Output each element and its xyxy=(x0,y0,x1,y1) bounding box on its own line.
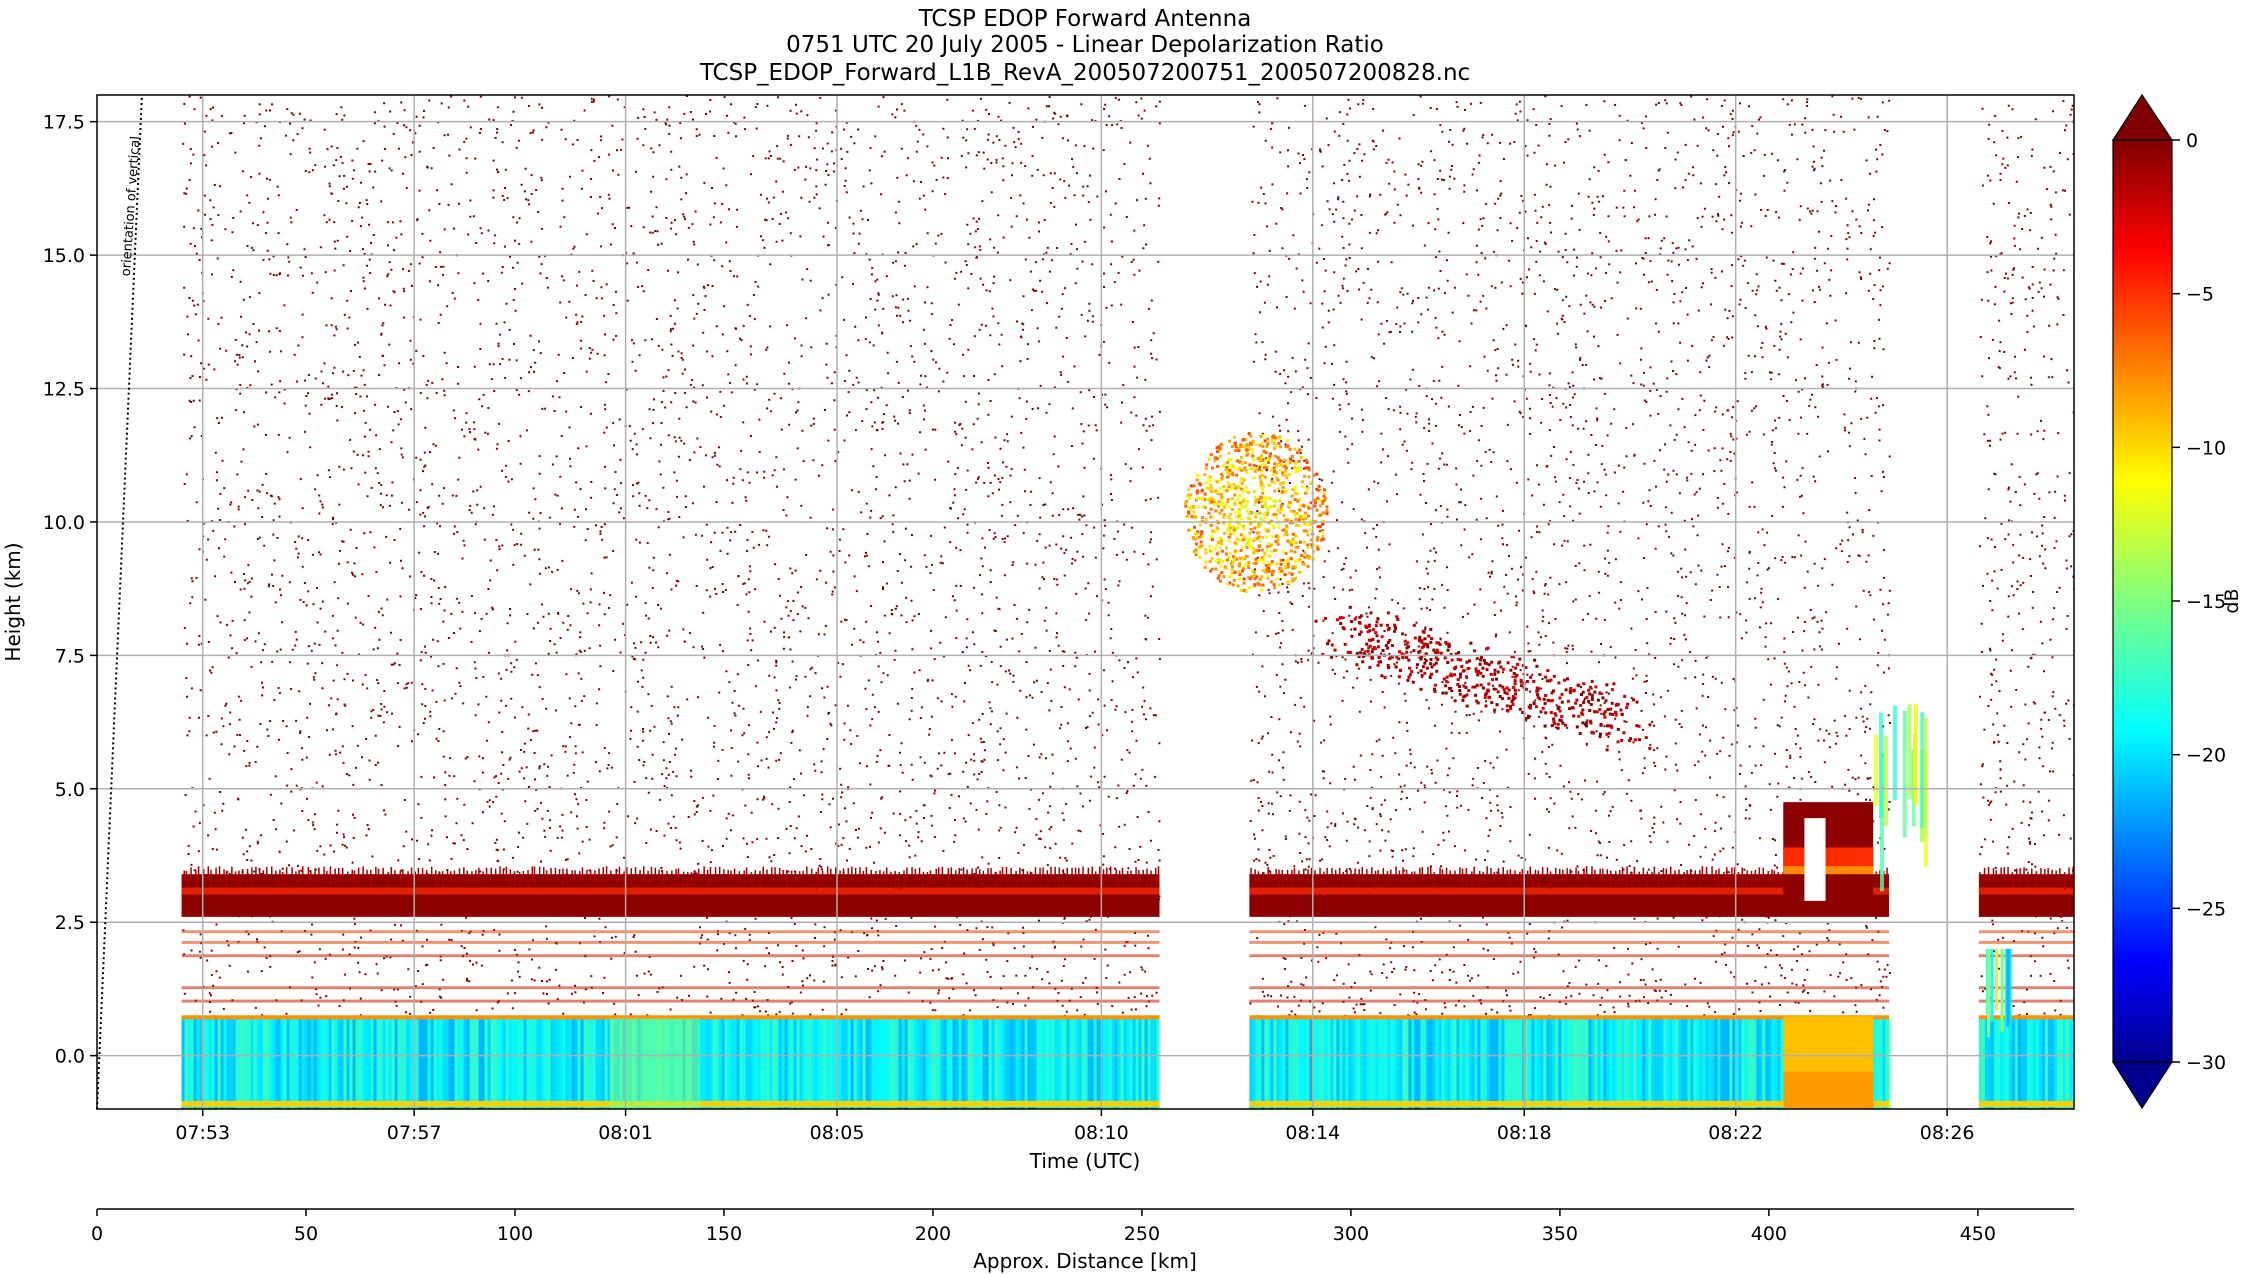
distance-tick-label: 400 xyxy=(1751,1223,1787,1245)
distance-tick-label: 200 xyxy=(915,1223,951,1245)
grid-lines xyxy=(97,95,2074,1109)
upper-cloud-patch xyxy=(1183,432,1652,752)
chart-title-line-1: TCSP EDOP Forward Antenna xyxy=(918,6,1252,32)
colorbar-extend-top xyxy=(2111,93,2174,141)
y-tick-label: 15.0 xyxy=(43,245,85,267)
y-axis-label: Height (km) xyxy=(1,542,25,661)
time-tick-label: 07:53 xyxy=(175,1122,230,1144)
time-tick-label: 08:14 xyxy=(1285,1122,1340,1144)
y-tick-label: 0.0 xyxy=(55,1046,85,1068)
y-tick-label: 17.5 xyxy=(43,112,85,134)
orientation-of-vertical-line xyxy=(96,94,143,1110)
colorbar-extend-bottom xyxy=(2111,1061,2174,1110)
time-tick-label: 07:57 xyxy=(387,1122,442,1144)
colorbar-tick-label: −30 xyxy=(2186,1052,2226,1074)
bright-band-segment xyxy=(1978,874,2074,917)
distance-tick-label: 150 xyxy=(706,1223,742,1245)
chart-title-line-2: 0751 UTC 20 July 2005 - Linear Depolariz… xyxy=(786,32,1384,58)
bright-band-segment xyxy=(181,874,1160,917)
colorbar-tick-label: −5 xyxy=(2186,284,2214,306)
distance-tick-label: 350 xyxy=(1542,1223,1578,1245)
bright-band-core xyxy=(181,887,1160,895)
y-tick-label: 5.0 xyxy=(55,779,85,801)
y-axis: 0.0 2.5 5.0 7.5 10.0 12.5 15.0 17.5 xyxy=(43,112,97,1068)
y-tick-label: 10.0 xyxy=(43,512,85,534)
distance-tick-label: 300 xyxy=(1333,1223,1369,1245)
surface-transition xyxy=(609,1018,700,1109)
bright-band-core xyxy=(1249,887,1889,895)
colorbar-tick-label: −25 xyxy=(2186,898,2226,920)
distance-tick-label: 100 xyxy=(497,1223,533,1245)
convective-cell xyxy=(1783,704,1928,901)
y-tick-label: 7.5 xyxy=(55,645,85,667)
distance-tick-label: 250 xyxy=(1124,1223,1160,1245)
time-tick-label: 08:05 xyxy=(810,1122,865,1144)
bright-band-core xyxy=(1978,887,2074,895)
bright-band-layer xyxy=(181,866,2074,1003)
distance-tick-label: 0 xyxy=(91,1223,103,1245)
time-tick-label: 08:18 xyxy=(1497,1122,1552,1144)
time-axis-label: Time (UTC) xyxy=(1029,1149,1141,1173)
colorbar-tick-label: −15 xyxy=(2186,591,2226,613)
colorbar-tick-label: −10 xyxy=(2186,437,2226,459)
time-tick-label: 08:01 xyxy=(598,1122,653,1144)
colorbar-tick-label: 0 xyxy=(2186,130,2198,152)
time-axis: 07:53 07:57 08:01 08:05 08:10 08:14 08:18 08:22… xyxy=(175,1109,1975,1144)
distance-tick-label: 450 xyxy=(1960,1223,1996,1245)
bright-band-segment xyxy=(1249,874,1889,917)
y-tick-label: 2.5 xyxy=(55,912,85,934)
distance-tick-label: 50 xyxy=(294,1223,318,1245)
ldr-heatmap xyxy=(181,95,2074,1109)
distance-axis-label: Approx. Distance [km] xyxy=(973,1249,1197,1273)
time-tick-label: 08:10 xyxy=(1074,1122,1129,1144)
surface-band xyxy=(181,948,2074,1109)
plot-frame xyxy=(96,94,2075,1110)
colorbar-tick-label: −20 xyxy=(2186,745,2226,767)
chart-title-line-3: TCSP_EDOP_Forward_L1B_RevA_200507200751_… xyxy=(699,60,1470,86)
y-tick-label: 12.5 xyxy=(43,379,85,401)
colorbar-label: dB xyxy=(2221,588,2243,613)
colorbar-gradient xyxy=(2112,139,2173,1063)
time-tick-label: 08:26 xyxy=(1920,1122,1975,1144)
distance-axis: 0 50 100 150 200 250 300 350 400 450 xyxy=(91,1208,2074,1245)
colorbar-ticks: 0 −5 −10 −15 −20 −25 −30 xyxy=(2172,130,2226,1074)
colorbar: 0 −5 −10 −15 −20 −25 −30 dB xyxy=(2111,93,2243,1110)
plot-area: orientation of vertical xyxy=(96,94,2075,1110)
time-tick-label: 08:22 xyxy=(1708,1122,1763,1144)
